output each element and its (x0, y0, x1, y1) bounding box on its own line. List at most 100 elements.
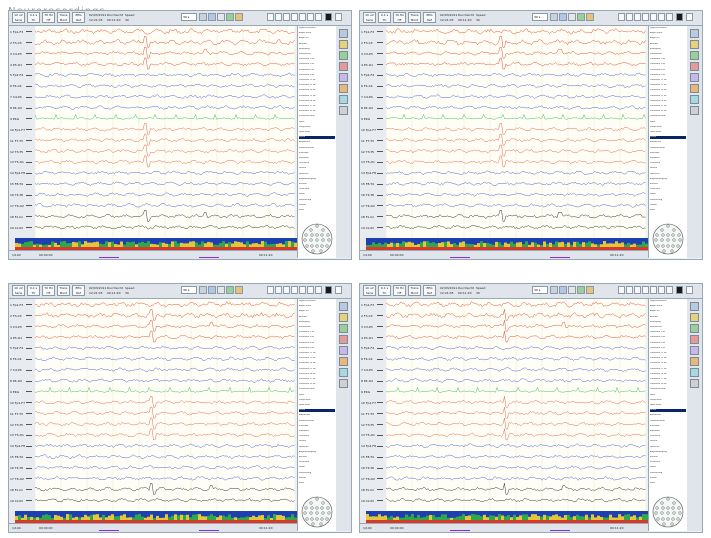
event-list-item[interactable]: Elektrode (299, 424, 309, 427)
play-button[interactable] (335, 13, 342, 21)
event-list-item[interactable]: Sharp wave (299, 125, 311, 128)
electrode-dot[interactable] (309, 511, 313, 515)
electrode-dot[interactable] (660, 511, 664, 515)
channel-label[interactable]: 12 T3-T5 (10, 149, 24, 154)
event-list-item[interactable]: Spike (299, 120, 305, 123)
event-list-item[interactable]: Photostim 6 Hz (299, 68, 315, 71)
channel-icon[interactable] (690, 51, 699, 60)
high-filter-button[interactable]: 70 Hz HF (393, 12, 406, 23)
electrode-dot[interactable] (656, 244, 660, 248)
channel-label[interactable]: 14 Fp2-F8 (10, 444, 26, 449)
electrode-dot[interactable] (676, 517, 680, 521)
event-list-item[interactable]: Bewegung (299, 320, 310, 323)
page-back-button[interactable] (283, 13, 290, 21)
channel-label[interactable]: 15 F8-T4 (10, 455, 23, 460)
event-list-item[interactable]: Kalibrierung (650, 471, 663, 474)
play-button[interactable] (686, 286, 693, 294)
channel-label[interactable]: 3 C3-P3 (361, 324, 373, 329)
channel-label[interactable]: 14 Fp2-F8 (10, 171, 26, 176)
electrode-dot[interactable] (303, 238, 307, 242)
event-list-item[interactable]: Photostim 27 Hz (299, 378, 316, 380)
electrode-dot[interactable] (327, 238, 331, 242)
channel-label[interactable]: 6 F4-C4 (10, 84, 22, 89)
channel-label[interactable]: 19 Cz-Pz (10, 225, 23, 230)
event-list-item[interactable]: Photostim 21 Hz (650, 367, 667, 370)
electrode-dot[interactable] (325, 244, 329, 248)
event-list-item[interactable]: Marker (299, 476, 306, 479)
rewind-button[interactable] (626, 286, 633, 294)
channel-label[interactable]: 7 C4-P4 (361, 95, 373, 100)
channel-label[interactable]: 3 C3-P3 (361, 51, 373, 56)
channel-label[interactable]: 16 T4-T6 (361, 466, 375, 470)
list-icon[interactable] (217, 286, 225, 294)
timeline-marker[interactable] (450, 526, 470, 531)
save-icon[interactable] (559, 13, 567, 21)
channel-label[interactable]: 17 T6-O2 (10, 203, 24, 208)
sensitivity-button[interactable]: 10 uV Sens (12, 285, 25, 296)
event-list-item[interactable]: Ende (299, 482, 305, 484)
event-list-item[interactable]: Augenbewegung (650, 177, 667, 180)
event-list-item[interactable]: Spike (650, 120, 656, 123)
info-icon[interactable] (690, 379, 699, 388)
event-list-item[interactable]: Photostim 18 Hz (299, 89, 316, 92)
step-back-button[interactable] (642, 286, 649, 294)
event-list-item[interactable]: Hyperventilation (299, 27, 316, 29)
channel-label[interactable]: 5 Fp2-F4 (361, 73, 375, 78)
filter-icon[interactable] (339, 62, 348, 71)
print-icon[interactable] (199, 13, 207, 21)
event-list-item[interactable]: Photostim Ende (650, 115, 666, 118)
event-list-item[interactable]: Photostim Ende (299, 115, 315, 118)
event-list-item[interactable]: Photostim 15 Hz (650, 84, 667, 87)
event-list-item[interactable]: Photostim 9 Hz (299, 346, 315, 349)
settings-icon[interactable] (235, 286, 243, 294)
event-list-item[interactable]: Photostim 1 Hz (299, 58, 315, 61)
electrode-dot[interactable] (666, 506, 670, 510)
settings-icon[interactable] (586, 13, 594, 21)
channel-label[interactable]: 7 C4-P4 (10, 95, 22, 100)
event-list-item[interactable]: Photostim 12 Hz (650, 352, 667, 354)
event-list-item[interactable]: Spike wave (299, 131, 311, 133)
electrode-dot[interactable] (311, 249, 315, 253)
page-forward-button[interactable] (307, 13, 314, 21)
event-list-item[interactable]: Ende (650, 482, 656, 484)
info-icon[interactable] (339, 106, 348, 115)
channel-label[interactable]: 13 T5-O1 (10, 160, 24, 165)
electrode-dot[interactable] (661, 517, 665, 521)
spectrogram-cursor[interactable] (360, 511, 366, 523)
channel-label[interactable]: 5 Fp2-F4 (10, 73, 24, 78)
channel-label[interactable]: 15 F8-T4 (10, 182, 23, 187)
electrode-dot[interactable] (654, 511, 658, 515)
electrode-dot[interactable] (672, 238, 676, 242)
event-list-item[interactable]: Photostim 9 Hz (299, 73, 315, 76)
electrode-dot[interactable] (662, 249, 666, 253)
event-list-item[interactable]: Photostim 3 Hz (650, 63, 666, 66)
event-list-item[interactable]: Impedanz (650, 157, 660, 159)
channel-label[interactable]: 9 EKG (10, 389, 20, 394)
electrode-dot[interactable] (666, 517, 670, 521)
electrode-dot[interactable] (320, 244, 324, 248)
event-list-item[interactable]: Photostim 15 Hz (299, 84, 316, 87)
save-icon[interactable] (559, 286, 567, 294)
event-list-item[interactable]: Sprechen (299, 172, 309, 175)
event-list-item[interactable]: Impedanz (650, 430, 660, 432)
rewind-button[interactable] (275, 13, 282, 21)
event-list-item[interactable]: Augenbewegung (299, 450, 316, 453)
channel-label[interactable]: 11 F7-T3 (361, 138, 374, 143)
channel-label[interactable]: 1 Fp1-F3 (10, 29, 24, 34)
photic-icon[interactable] (226, 13, 234, 21)
event-list-item[interactable]: Schlucken (650, 162, 661, 165)
event-list-item[interactable]: Augen zu (299, 37, 309, 40)
reference-button[interactable]: EEG Ref (72, 12, 85, 23)
electrode-dot[interactable] (666, 233, 670, 237)
event-list-item[interactable]: Pause (650, 193, 656, 196)
event-list-item[interactable]: Kalibrierung (299, 471, 312, 474)
electrode-dot[interactable] (315, 511, 319, 515)
print-icon[interactable] (199, 286, 207, 294)
electrode-dot[interactable] (315, 517, 319, 521)
event-list-item[interactable]: Photostim 9 Hz (650, 73, 666, 76)
channel-label[interactable]: 12 T3-T5 (10, 422, 24, 427)
spectrogram-cursor[interactable] (9, 511, 15, 523)
play-button[interactable] (686, 13, 693, 21)
electrode-dot[interactable] (326, 506, 330, 510)
channel-label[interactable]: 8 P4-O2 (361, 379, 374, 384)
